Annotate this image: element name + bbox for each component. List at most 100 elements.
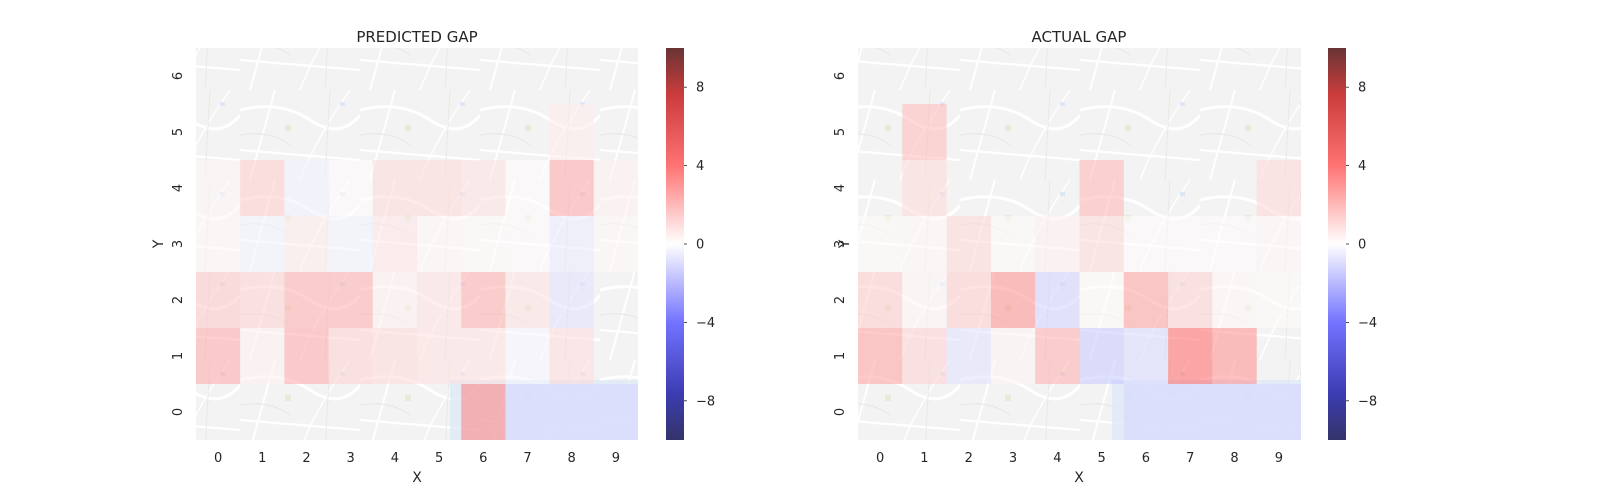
heatmap-cell <box>196 216 241 272</box>
x-tick-label: 4 <box>1053 451 1061 466</box>
heatmap-cell <box>1079 272 1124 328</box>
y-tick-label: 4 <box>171 184 186 192</box>
heatmap-cell <box>990 328 1036 384</box>
x-tick-label: 7 <box>1186 451 1194 466</box>
colorbar-tick-label: 4 <box>696 159 704 174</box>
y-tick-label: 5 <box>833 128 848 136</box>
chart-title: PREDICTED GAP <box>356 28 477 46</box>
heatmap-cell <box>505 384 550 440</box>
heatmap-cell <box>946 272 991 328</box>
heatmap-cell <box>240 328 285 384</box>
heatmap-cell <box>240 160 285 216</box>
colorbar <box>1328 48 1346 440</box>
heatmap-cell <box>328 216 373 272</box>
heatmap-cells <box>858 104 1301 440</box>
heatmap-cell <box>1256 216 1301 272</box>
colorbar-tick-label: 8 <box>696 81 704 96</box>
x-axis-label: X <box>1074 470 1084 486</box>
heatmap-cell <box>240 216 285 272</box>
heatmap-cell <box>549 328 594 384</box>
heatmap-cell <box>1168 216 1213 272</box>
x-tick-label: 5 <box>1098 451 1106 466</box>
x-tick-label: 0 <box>214 451 222 466</box>
x-tick-label: 9 <box>612 451 620 466</box>
colorbar-tick-label: 8 <box>1358 81 1366 96</box>
colorbar-tick-label: 0 <box>1358 238 1366 253</box>
x-tick-label: 8 <box>568 451 576 466</box>
y-tick-label: 4 <box>833 184 848 192</box>
heatmap-cell <box>1123 384 1169 440</box>
x-tick-labels: 0 1 2 3 4 5 6 7 8 9 <box>876 451 1283 466</box>
colorbar-tick-label: −8 <box>696 394 715 409</box>
y-tick-label: 1 <box>833 352 848 360</box>
heatmap-cell <box>858 328 903 384</box>
heatmap-cell <box>946 216 991 272</box>
heatmap-cell <box>1168 384 1213 440</box>
x-tick-label: 8 <box>1230 451 1238 466</box>
heatmap-cell <box>1123 328 1169 384</box>
heatmap-cell <box>461 272 506 328</box>
heatmap-cell <box>461 216 506 272</box>
heatmap-cell <box>1168 328 1213 384</box>
heatmap-cell <box>946 328 991 384</box>
colorbar-tick-labels: 8 4 0 −4 −8 <box>684 81 715 409</box>
y-tick-label: 6 <box>171 72 186 80</box>
y-tick-label: 3 <box>171 240 186 248</box>
heatmap-cell <box>328 160 373 216</box>
heatmap-cell <box>1035 216 1080 272</box>
x-tick-label: 1 <box>920 451 928 466</box>
heatmap-cell <box>1256 384 1301 440</box>
heatmap-cell <box>593 216 638 272</box>
heatmap-cell <box>1079 160 1124 216</box>
colorbar-tick-label: −4 <box>696 316 715 331</box>
heatmap-cell <box>549 160 594 216</box>
colorbar-tick-labels: 8 4 0 −4 −8 <box>1346 81 1377 409</box>
heatmap-cell <box>372 272 417 328</box>
x-tick-label: 3 <box>1009 451 1017 466</box>
heatmap-cell <box>1123 272 1169 328</box>
y-tick-label: 2 <box>171 296 186 304</box>
colorbar-tick-label: 0 <box>696 238 704 253</box>
heatmap-cell <box>1212 272 1257 328</box>
heatmap-cell <box>1035 328 1080 384</box>
heatmap-cell <box>1212 384 1257 440</box>
x-tick-label: 2 <box>965 451 973 466</box>
heatmap-cell <box>240 272 285 328</box>
y-tick-label: 0 <box>833 408 848 416</box>
heatmap-cell <box>549 216 594 272</box>
heatmap-cell <box>417 216 462 272</box>
heatmap-cell <box>593 384 638 440</box>
heatmap-cell <box>593 160 638 216</box>
x-tick-label: 4 <box>391 451 399 466</box>
heatmap-cell <box>417 272 462 328</box>
heatmap-cell <box>549 104 594 160</box>
y-tick-label: 6 <box>833 72 848 80</box>
heatmap-cell <box>505 216 550 272</box>
y-tick-label: 1 <box>171 352 186 360</box>
heatmap-cells <box>196 104 638 440</box>
y-tick-label: 5 <box>171 128 186 136</box>
heatmap-cell <box>858 272 903 328</box>
colorbar-tick-label: −4 <box>1358 316 1377 331</box>
heatmap-cell <box>284 272 329 328</box>
heatmap-cell <box>461 160 506 216</box>
y-tick-label: 0 <box>171 408 186 416</box>
x-tick-label: 5 <box>435 451 443 466</box>
heatmap-cell <box>990 272 1036 328</box>
x-tick-label: 6 <box>479 451 487 466</box>
heatmap-cell <box>1123 216 1169 272</box>
x-tick-labels: 0 1 2 3 4 5 6 7 8 9 <box>214 451 620 466</box>
heatmap-cell <box>284 216 329 272</box>
x-tick-label: 3 <box>347 451 355 466</box>
heatmap-cell <box>902 216 947 272</box>
heatmap-cell <box>902 328 947 384</box>
heatmap-cell <box>1212 216 1257 272</box>
y-tick-label: 2 <box>833 296 848 304</box>
x-tick-label: 6 <box>1142 451 1150 466</box>
heatmap-cell <box>284 328 329 384</box>
y-tick-labels: 0 1 2 3 4 5 6 <box>171 72 186 416</box>
colorbar-tick-label: −8 <box>1358 394 1377 409</box>
heatmap-cell <box>505 160 550 216</box>
heatmap-cell <box>284 160 329 216</box>
